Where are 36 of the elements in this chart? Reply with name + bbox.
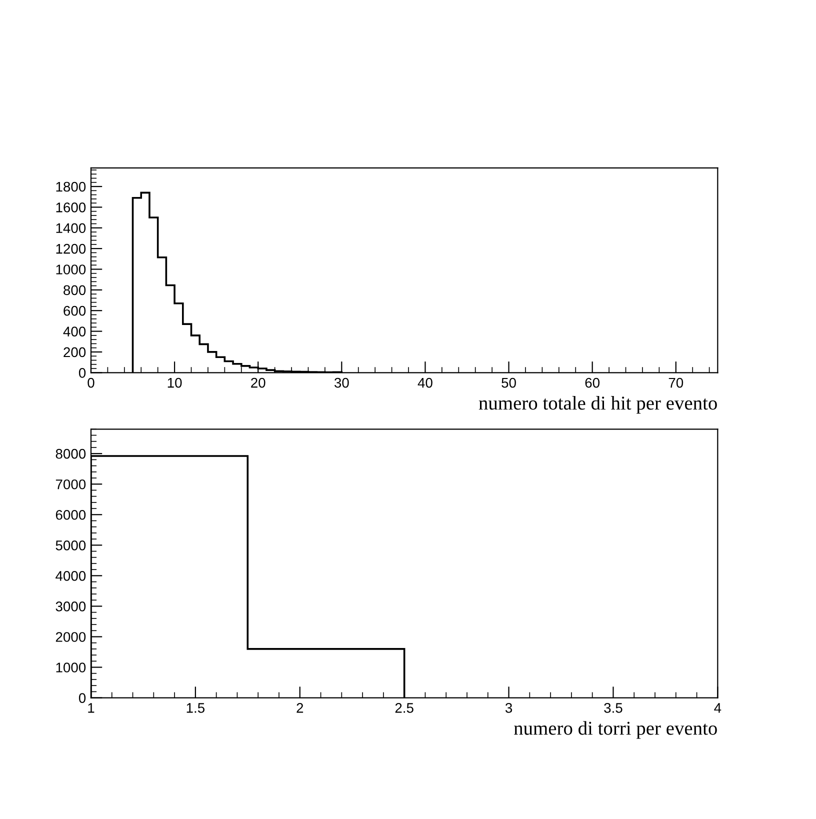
y-tick-label: 1400: [56, 223, 86, 234]
y-tick-label: 2000: [56, 632, 86, 642]
y-tick-label: 1200: [56, 244, 86, 254]
y-tick-label: 1800: [56, 182, 86, 192]
x-tick-label: 40: [418, 378, 432, 388]
x-tick-label: 3.5: [604, 703, 622, 713]
y-tick-label: 6000: [56, 510, 86, 520]
y-tick-label: 0: [78, 693, 86, 703]
y-tick-label: 1000: [56, 662, 86, 672]
y-tick-label: 400: [63, 326, 86, 336]
y-tick-label: 800: [64, 285, 86, 296]
y-tick-label: 7000: [56, 479, 86, 490]
y-tick-label: 600: [64, 306, 86, 316]
x-tick-label: 60: [585, 378, 600, 388]
x-axis-title: numero di torri per evento: [514, 721, 717, 739]
x-tick-label: 50: [502, 378, 516, 388]
y-tick-label: 0: [78, 368, 86, 378]
y-tick-label: 1000: [56, 264, 86, 274]
x-tick-label: 10: [168, 378, 182, 388]
x-tick-label: 3: [505, 703, 512, 713]
y-tick-label: 3000: [56, 602, 86, 612]
x-tick-label: 0: [88, 378, 94, 388]
x-tick-label: 20: [251, 378, 266, 388]
y-tick-label: 4000: [56, 571, 86, 581]
y-tick-label: 1600: [56, 202, 86, 212]
x-tick-label: 2: [296, 703, 304, 713]
x-tick-label: 2.5: [395, 703, 414, 713]
x-tick-label: 70: [668, 378, 684, 388]
x-tick-label: 1: [88, 703, 94, 713]
x-tick-label: 30: [334, 378, 349, 388]
y-tick-label: 200: [64, 347, 86, 358]
x-axis-title: numero totale di hit per evento: [478, 396, 717, 414]
x-tick-label: 4: [714, 703, 722, 713]
y-tick-label: 8000: [56, 448, 86, 459]
x-tick-label: 1.5: [186, 703, 205, 713]
y-tick-label: 5000: [56, 540, 86, 550]
